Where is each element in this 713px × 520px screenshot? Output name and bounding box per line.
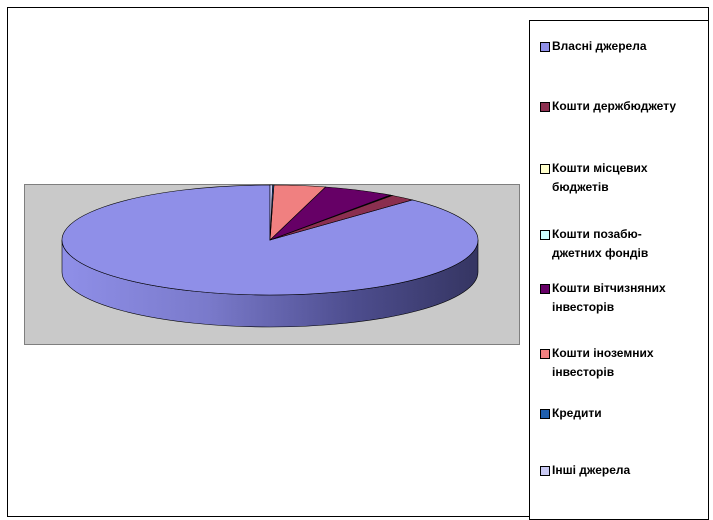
legend-label: Інші джерела [552,463,631,477]
legend-swatch [540,349,550,359]
legend-swatch [540,466,550,476]
legend-item: Власні джерела [540,37,705,56]
legend-item: Інші джерела [540,461,705,480]
legend-label: Кошти позабю-джетних фондів [552,227,649,260]
legend-swatch [540,102,550,112]
legend-item: Кошти позабю-джетних фондів [540,225,705,263]
legend-swatch [540,284,550,294]
legend: Власні джерела Кошти держбюджету Кошти міс… [529,20,709,520]
legend-swatch [540,230,550,240]
legend-label: Кошти місцевих бюджетів [552,161,648,194]
pie-slice [269,184,273,241]
legend-label: Кошти іноземних інвесторів [552,346,654,379]
legend-item: Кошти вітчизняних інвесторів [540,279,705,317]
legend-label: Власні джерела [552,39,647,53]
pie-slice [61,184,479,296]
legend-item: Кошти місцевих бюджетів [540,159,705,197]
legend-swatch [540,409,550,419]
legend-swatch [540,42,550,52]
legend-swatch [540,164,550,174]
legend-item: Кошти держбюджету [540,97,705,116]
legend-item: Кошти іноземних інвесторів [540,344,705,382]
legend-item: Кредити [540,404,705,423]
legend-label: Кредити [552,406,602,420]
legend-label: Кошти вітчизняних інвесторів [552,281,666,314]
pie-chart [61,184,479,328]
legend-label: Кошти держбюджету [552,99,677,113]
